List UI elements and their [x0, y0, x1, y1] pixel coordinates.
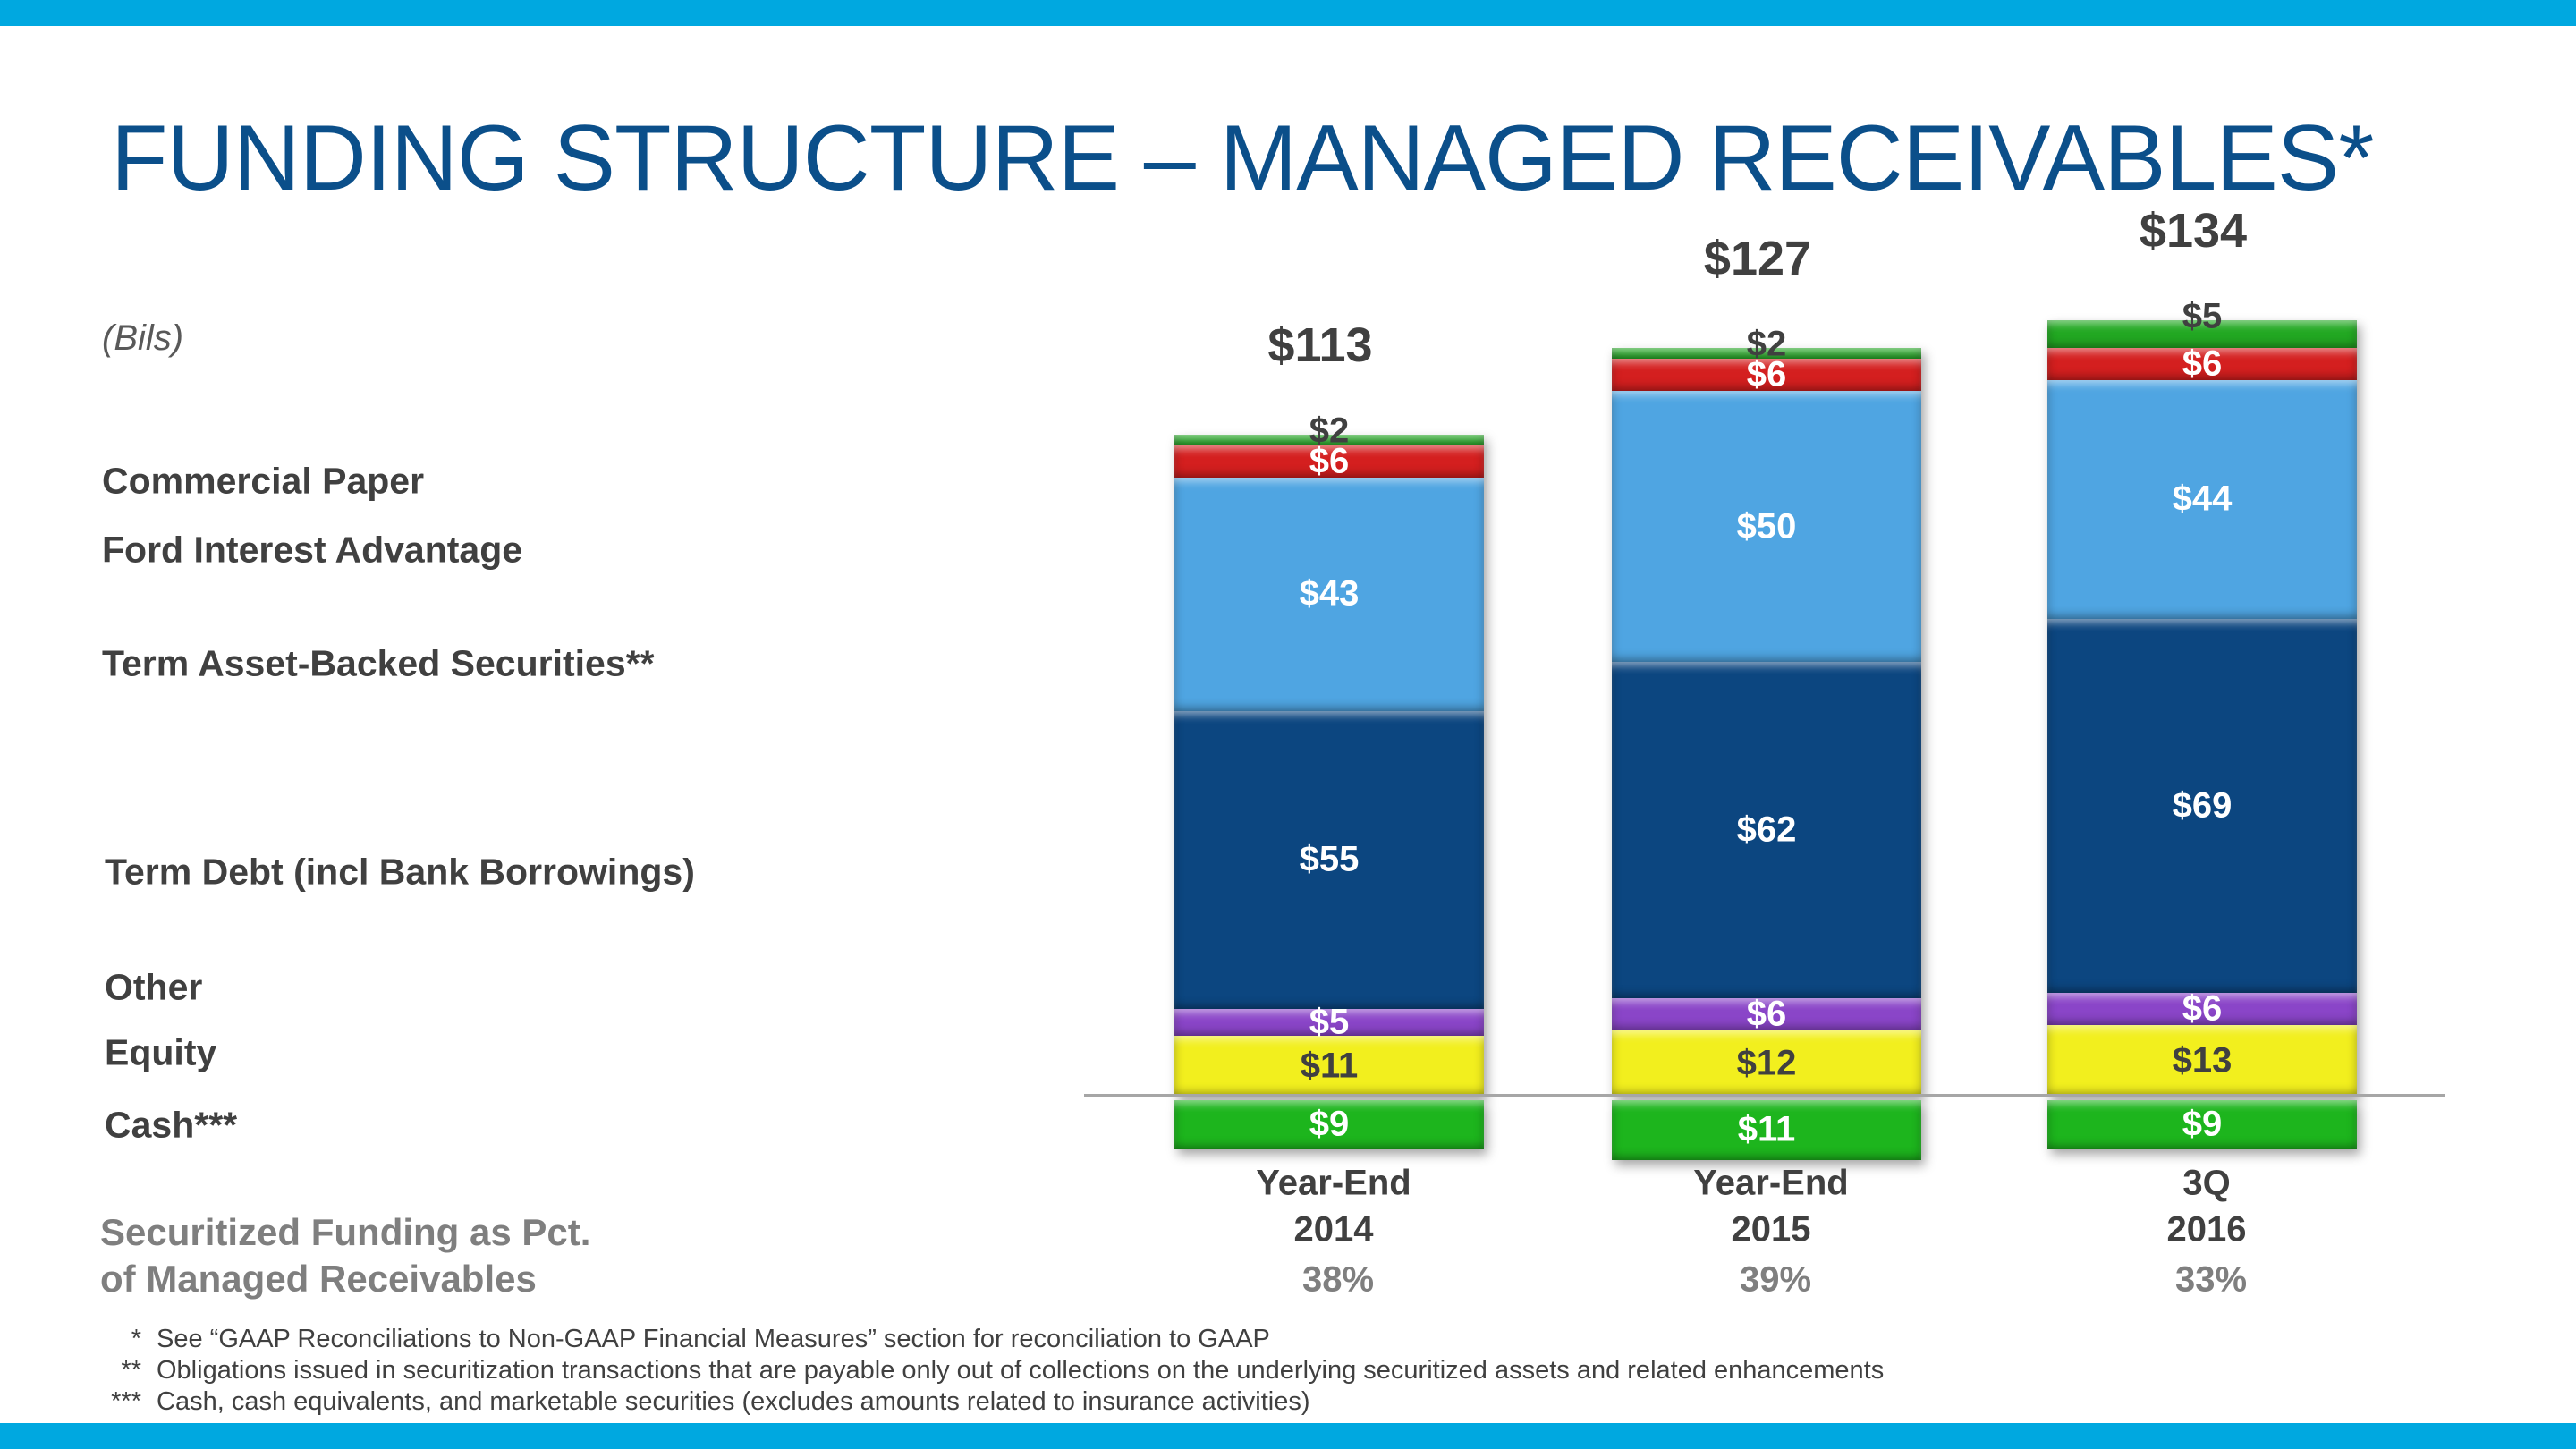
footnote-text: Obligations issued in securitization tra…: [157, 1356, 1885, 1385]
legend-other: Other: [105, 966, 203, 1008]
x-tick-label: Year-End: [1256, 1163, 1411, 1203]
data-label: $9: [2182, 1104, 2223, 1144]
data-label: $50: [1736, 506, 1797, 547]
bar-segment: [1174, 1009, 1484, 1037]
bar-total-label: $134: [2139, 204, 2248, 258]
bar-segment: [1612, 1030, 1921, 1096]
units-label: (Bils): [102, 318, 184, 358]
bar-segment: [2047, 347, 2357, 381]
bar-segment: [1612, 347, 1921, 359]
bar-segment: [1174, 710, 1484, 1010]
bar-segment: [1612, 391, 1921, 663]
data-label: $6: [1746, 994, 1787, 1034]
data-label: $11: [1300, 1046, 1359, 1086]
bar-total-label: $113: [1267, 318, 1373, 372]
data-label: $11: [1737, 1109, 1796, 1149]
bottom-accent-bar: [0, 1423, 2576, 1449]
data-label: $6: [1309, 441, 1350, 481]
x-tick-label: 2014: [1293, 1209, 1374, 1250]
bar-segment: [1174, 445, 1484, 479]
bar-segment: [2047, 1100, 2357, 1149]
data-label: $6: [1746, 354, 1787, 394]
data-label: $5: [2182, 296, 2223, 336]
footnote-mark: *: [131, 1325, 141, 1353]
footnote-text: Cash, cash equivalents, and marketable s…: [157, 1387, 1310, 1416]
bar-segment: [2047, 618, 2357, 993]
data-label: $5: [1309, 1002, 1350, 1042]
bar-segment: [1612, 662, 1921, 998]
data-label: $2: [1746, 324, 1787, 364]
data-label: $13: [2172, 1040, 2233, 1080]
x-tick-label: 2016: [2166, 1209, 2247, 1250]
bar-segment: [1174, 434, 1484, 445]
x-tick-label: Year-End: [1693, 1163, 1849, 1203]
legend-cash: Cash***: [105, 1104, 238, 1146]
x-tick-label: 2015: [1731, 1209, 1811, 1250]
securitized-label-line1: Securitized Funding as Pct.: [100, 1211, 591, 1253]
bar-segment: [1612, 1100, 1921, 1160]
data-label: $2: [1309, 411, 1350, 451]
data-label: $62: [1736, 809, 1797, 850]
securitized-label-line2: of Managed Receivables: [100, 1258, 537, 1300]
legend-ford-interest-advantage: Ford Interest Advantage: [102, 529, 523, 571]
footnote-mark: ***: [111, 1387, 141, 1416]
legend-equity: Equity: [105, 1031, 217, 1073]
bar-segment: [1174, 1036, 1484, 1096]
footnote-mark: **: [121, 1356, 141, 1385]
legend-term-debt: Term Debt (incl Bank Borrowings): [105, 851, 695, 893]
page-title: FUNDING STRUCTURE – MANAGED RECEIVABLES*: [111, 106, 2375, 210]
data-label: $12: [1736, 1043, 1797, 1083]
legend-commercial-paper: Commercial Paper: [102, 460, 425, 502]
chart-baseline: [1084, 1094, 2445, 1097]
data-label: $6: [2182, 343, 2223, 384]
data-label: $44: [2172, 479, 2233, 519]
bar-segment: [2047, 1025, 2357, 1096]
bar-segment: [1174, 478, 1484, 711]
bar-segment: [1612, 358, 1921, 392]
legend-term-abs: Term Asset-Backed Securities**: [102, 642, 655, 684]
bar-segment: [1612, 997, 1921, 1031]
bar-segment: [2047, 320, 2357, 348]
footnote-text: See “GAAP Reconciliations to Non-GAAP Fi…: [157, 1325, 1270, 1353]
x-tick-label: 3Q: [2182, 1163, 2231, 1203]
bar-segment: [2047, 992, 2357, 1026]
data-label: $6: [2182, 988, 2223, 1029]
top-accent-bar: [0, 0, 2576, 26]
securitized-pct-value: 33%: [2174, 1259, 2248, 1300]
securitized-pct-value: 39%: [1739, 1259, 1812, 1300]
securitized-pct-value: 38%: [1301, 1259, 1375, 1300]
data-label: $55: [1299, 839, 1360, 879]
bar-segment: [1174, 1100, 1484, 1149]
data-label: $43: [1299, 573, 1360, 614]
bar-total-label: $127: [1703, 231, 1812, 285]
data-label: $9: [1309, 1104, 1350, 1144]
bar-segment: [2047, 380, 2357, 619]
data-label: $69: [2172, 785, 2233, 826]
